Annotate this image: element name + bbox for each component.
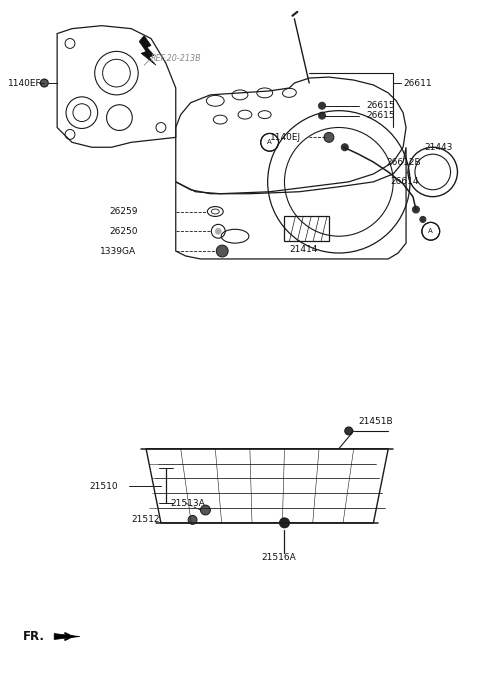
Text: 26259: 26259	[109, 207, 138, 216]
Text: 26250: 26250	[109, 226, 138, 236]
Circle shape	[279, 518, 289, 528]
Text: 26615: 26615	[367, 101, 395, 110]
Text: 21510: 21510	[90, 482, 119, 491]
Text: 26612B: 26612B	[386, 158, 421, 167]
Text: FR.: FR.	[23, 630, 45, 643]
Circle shape	[216, 228, 221, 234]
Circle shape	[345, 427, 353, 435]
Text: 21443: 21443	[425, 143, 453, 152]
Text: A: A	[428, 228, 433, 235]
Text: 21516A: 21516A	[262, 553, 297, 562]
Text: 1339GA: 1339GA	[100, 247, 136, 256]
Text: 21513A: 21513A	[171, 498, 205, 507]
Circle shape	[412, 206, 420, 213]
Circle shape	[319, 102, 325, 109]
Text: 26611: 26611	[403, 78, 432, 88]
Text: REF.20-213B: REF.20-213B	[151, 54, 202, 63]
Circle shape	[216, 245, 228, 257]
Circle shape	[40, 79, 48, 87]
Circle shape	[341, 143, 348, 151]
Text: 26614: 26614	[390, 177, 419, 186]
Text: 26615: 26615	[367, 111, 395, 120]
Text: 21451B: 21451B	[359, 417, 393, 426]
Circle shape	[319, 112, 325, 119]
Text: 21512: 21512	[131, 515, 160, 524]
Text: A: A	[267, 139, 272, 146]
Polygon shape	[139, 35, 156, 65]
Text: 1140EF: 1140EF	[8, 78, 41, 88]
Circle shape	[324, 133, 334, 142]
Text: 1140EJ: 1140EJ	[270, 133, 301, 142]
Text: 21414: 21414	[289, 245, 318, 254]
Circle shape	[201, 505, 210, 515]
Circle shape	[188, 515, 197, 524]
Circle shape	[420, 216, 426, 222]
Polygon shape	[54, 634, 80, 639]
